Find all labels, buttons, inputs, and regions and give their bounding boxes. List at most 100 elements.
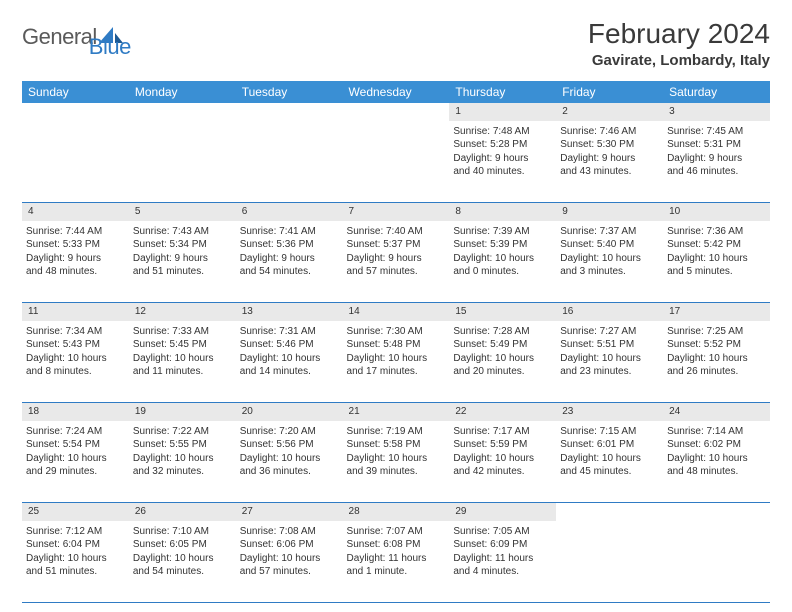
- sunset-text: Sunset: 5:42 PM: [667, 238, 766, 252]
- sunrise-text: Sunrise: 7:46 AM: [560, 125, 659, 139]
- day-cell: Sunrise: 7:30 AMSunset: 5:48 PMDaylight:…: [343, 321, 450, 403]
- daylight-text: and 54 minutes.: [240, 265, 339, 279]
- sunrise-text: Sunrise: 7:30 AM: [347, 325, 446, 339]
- day-number: 25: [22, 503, 129, 521]
- sunrise-text: Sunrise: 7:07 AM: [347, 525, 446, 539]
- sunset-text: Sunset: 5:58 PM: [347, 438, 446, 452]
- day-number: 7: [343, 203, 450, 221]
- day-number: 6: [236, 203, 343, 221]
- day-cell: Sunrise: 7:46 AMSunset: 5:30 PMDaylight:…: [556, 121, 663, 203]
- sunrise-text: Sunrise: 7:08 AM: [240, 525, 339, 539]
- sunrise-text: Sunrise: 7:34 AM: [26, 325, 125, 339]
- sunrise-text: Sunrise: 7:41 AM: [240, 225, 339, 239]
- daylight-text: Daylight: 10 hours: [133, 552, 232, 566]
- sunrise-text: Sunrise: 7:15 AM: [560, 425, 659, 439]
- daylight-text: Daylight: 10 hours: [667, 452, 766, 466]
- daylight-text: and 0 minutes.: [453, 265, 552, 279]
- sunrise-text: Sunrise: 7:25 AM: [667, 325, 766, 339]
- sunset-text: Sunset: 5:40 PM: [560, 238, 659, 252]
- header: General Blue February 2024 Gavirate, Lom…: [22, 18, 770, 69]
- daylight-text: and 40 minutes.: [453, 165, 552, 179]
- sunset-text: Sunset: 6:04 PM: [26, 538, 125, 552]
- sunset-text: Sunset: 5:56 PM: [240, 438, 339, 452]
- weekday-header: Monday: [129, 81, 236, 103]
- daylight-text: Daylight: 9 hours: [453, 152, 552, 166]
- daylight-text: Daylight: 10 hours: [133, 352, 232, 366]
- sunrise-text: Sunrise: 7:36 AM: [667, 225, 766, 239]
- sunrise-text: Sunrise: 7:44 AM: [26, 225, 125, 239]
- sunrise-text: Sunrise: 7:27 AM: [560, 325, 659, 339]
- logo-text-blue: Blue: [89, 34, 131, 60]
- day-cell: [556, 521, 663, 603]
- sunrise-text: Sunrise: 7:33 AM: [133, 325, 232, 339]
- daylight-text: Daylight: 11 hours: [347, 552, 446, 566]
- daylight-text: and 51 minutes.: [26, 565, 125, 579]
- day-cell: Sunrise: 7:43 AMSunset: 5:34 PMDaylight:…: [129, 221, 236, 303]
- day-number-row: 123: [22, 103, 770, 121]
- sunset-text: Sunset: 5:43 PM: [26, 338, 125, 352]
- day-number: 11: [22, 303, 129, 321]
- sunrise-text: Sunrise: 7:05 AM: [453, 525, 552, 539]
- week-row: Sunrise: 7:44 AMSunset: 5:33 PM Daylight:…: [22, 221, 770, 303]
- day-number: 5: [129, 203, 236, 221]
- day-cell: Sunrise: 7:17 AMSunset: 5:59 PMDaylight:…: [449, 421, 556, 503]
- day-cell: Sunrise: 7:20 AMSunset: 5:56 PMDaylight:…: [236, 421, 343, 503]
- day-cell: [22, 121, 129, 203]
- sunset-text: Sunset: 5:33 PM: [26, 238, 125, 252]
- sunrise-text: Sunrise: 7:19 AM: [347, 425, 446, 439]
- day-cell: Sunrise: 7:37 AMSunset: 5:40 PMDaylight:…: [556, 221, 663, 303]
- day-cell: Sunrise: 7:08 AMSunset: 6:06 PMDaylight:…: [236, 521, 343, 603]
- daylight-text: and 11 minutes.: [133, 365, 232, 379]
- daylight-text: and 17 minutes.: [347, 365, 446, 379]
- daylight-text: and 48 minutes.: [667, 465, 766, 479]
- daylight-text: and 48 minutes.: [26, 265, 125, 279]
- day-cell: Sunrise: 7:44 AMSunset: 5:33 PMDaylight:…: [22, 221, 129, 303]
- sunset-text: Sunset: 5:51 PM: [560, 338, 659, 352]
- daylight-text: and 32 minutes.: [133, 465, 232, 479]
- day-number: 19: [129, 403, 236, 421]
- day-number: 2: [556, 103, 663, 121]
- daylight-text: and 3 minutes.: [560, 265, 659, 279]
- sunrise-text: Sunrise: 7:28 AM: [453, 325, 552, 339]
- daylight-text: Daylight: 10 hours: [240, 452, 339, 466]
- daylight-text: and 46 minutes.: [667, 165, 766, 179]
- day-cell: [663, 521, 770, 603]
- weekday-header: Thursday: [449, 81, 556, 103]
- day-cell: Sunrise: 7:15 AMSunset: 6:01 PMDaylight:…: [556, 421, 663, 503]
- sunrise-text: Sunrise: 7:45 AM: [667, 125, 766, 139]
- daylight-text: Daylight: 10 hours: [453, 252, 552, 266]
- sunrise-text: Sunrise: 7:37 AM: [560, 225, 659, 239]
- sunrise-text: Sunrise: 7:24 AM: [26, 425, 125, 439]
- sunset-text: Sunset: 5:39 PM: [453, 238, 552, 252]
- daylight-text: Daylight: 11 hours: [453, 552, 552, 566]
- day-number: 17: [663, 303, 770, 321]
- daylight-text: and 8 minutes.: [26, 365, 125, 379]
- sunset-text: Sunset: 5:48 PM: [347, 338, 446, 352]
- daylight-text: and 20 minutes.: [453, 365, 552, 379]
- daylight-text: and 54 minutes.: [133, 565, 232, 579]
- daylight-text: and 57 minutes.: [347, 265, 446, 279]
- week-row: Sunrise: 7:34 AMSunset: 5:43 PM Daylight:…: [22, 321, 770, 403]
- sunrise-text: Sunrise: 7:48 AM: [453, 125, 552, 139]
- sunrise-text: Sunrise: 7:43 AM: [133, 225, 232, 239]
- daylight-text: and 5 minutes.: [667, 265, 766, 279]
- sunset-text: Sunset: 5:46 PM: [240, 338, 339, 352]
- weekday-header: Wednesday: [343, 81, 450, 103]
- sunset-text: Sunset: 5:52 PM: [667, 338, 766, 352]
- sunset-text: Sunset: 5:36 PM: [240, 238, 339, 252]
- day-number: [556, 503, 663, 521]
- sunset-text: Sunset: 5:30 PM: [560, 138, 659, 152]
- daylight-text: Daylight: 9 hours: [347, 252, 446, 266]
- day-cell: Sunrise: 7:40 AMSunset: 5:37 PMDaylight:…: [343, 221, 450, 303]
- day-number-row: 45678910: [22, 203, 770, 221]
- sunset-text: Sunset: 6:05 PM: [133, 538, 232, 552]
- sunset-text: Sunset: 6:09 PM: [453, 538, 552, 552]
- weekday-header: Saturday: [663, 81, 770, 103]
- daylight-text: Daylight: 10 hours: [26, 552, 125, 566]
- daylight-text: and 14 minutes.: [240, 365, 339, 379]
- sunrise-text: Sunrise: 7:12 AM: [26, 525, 125, 539]
- daylight-text: Daylight: 9 hours: [133, 252, 232, 266]
- daylight-text: Daylight: 10 hours: [560, 352, 659, 366]
- day-number: 14: [343, 303, 450, 321]
- day-cell: Sunrise: 7:12 AMSunset: 6:04 PMDaylight:…: [22, 521, 129, 603]
